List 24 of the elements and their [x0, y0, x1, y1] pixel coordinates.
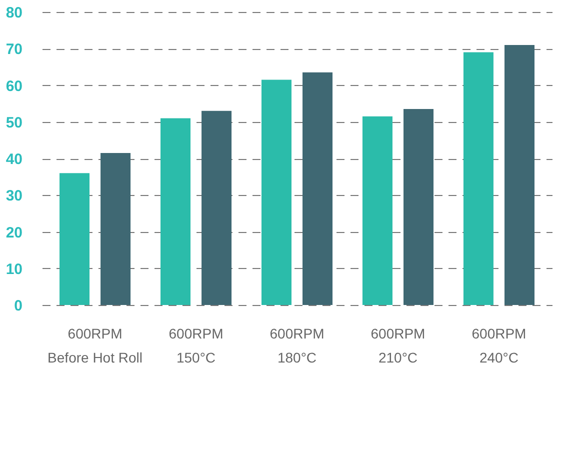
y-tick-label: 80 — [6, 4, 22, 22]
y-tick-label: 0 — [14, 298, 22, 314]
y-tick-label: 60 — [6, 78, 22, 95]
y-tick-label: 10 — [6, 260, 22, 278]
x-tick-label: 600RPM Before Hot Roll — [48, 326, 142, 366]
bar — [463, 52, 494, 305]
bar — [362, 116, 392, 305]
y-tick-label: 30 — [6, 188, 22, 205]
bar — [404, 109, 434, 305]
y-tick-label: 20 — [6, 224, 22, 242]
bar — [202, 110, 232, 305]
x-tick-label: 600RPM 210°C — [370, 326, 426, 366]
bar — [100, 153, 131, 305]
x-tick-label: 600RPM 240°C — [472, 326, 526, 366]
bar — [302, 72, 333, 305]
y-tick-label: 40 — [6, 151, 22, 168]
x-tick-label: 600RPM 150°C — [168, 326, 224, 366]
bar — [261, 80, 292, 305]
bar — [504, 44, 534, 305]
bar — [160, 118, 190, 305]
x-tick-label: 600RPM 180°C — [270, 326, 324, 366]
y-tick-label: 70 — [6, 41, 22, 58]
bar — [60, 173, 90, 305]
y-tick-label: 50 — [6, 114, 22, 132]
